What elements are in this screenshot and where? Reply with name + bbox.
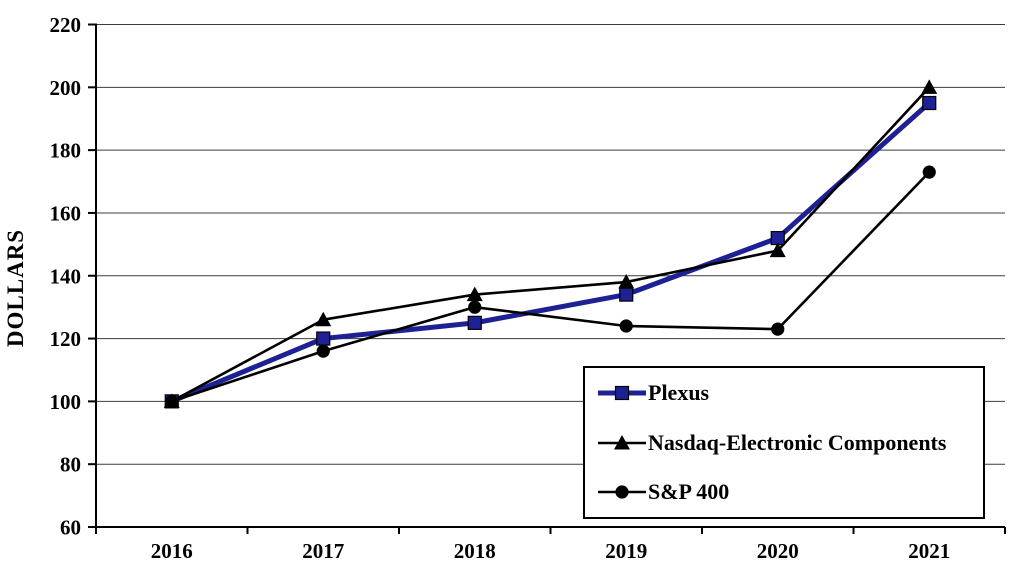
x-tick-label: 2021 (908, 539, 950, 563)
marker-circle (922, 165, 936, 179)
y-axis-title: DOLLARS (3, 229, 28, 347)
legend-marker-sample (614, 385, 630, 400)
series-line-square (170, 101, 931, 404)
legend-label-plexus: Plexus (648, 379, 710, 405)
y-tick-label: 120 (50, 327, 82, 351)
legend-square-marker-icon (598, 385, 646, 400)
marker-circle (771, 322, 785, 336)
x-tick-label: 2017 (302, 539, 344, 563)
legend-marker-sample (614, 434, 630, 449)
x-tick-label: 2016 (151, 539, 193, 563)
legend-item-sp400: S&P 400 (598, 467, 983, 517)
y-tick-label: 180 (50, 139, 82, 163)
legend-circle-marker-icon (598, 485, 646, 499)
marker-circle (316, 344, 330, 358)
x-tick-label: 2019 (605, 539, 647, 563)
marker-triangle (466, 286, 483, 302)
marker-square (922, 95, 937, 111)
marker-square (619, 287, 634, 302)
y-tick-label: 160 (50, 201, 82, 225)
legend-triangle-marker-icon (598, 434, 646, 449)
marker-circle (619, 319, 633, 333)
legend: Plexus Nasdaq-Electronic Components S&P … (583, 366, 985, 519)
marker-triangle (315, 311, 332, 327)
legend-item-nasdaq-electronic-components: Nasdaq-Electronic Components (598, 418, 983, 468)
marker-square (467, 315, 482, 330)
legend-label-sp400: S&P 400 (648, 479, 730, 505)
y-tick-label: 60 (60, 516, 81, 540)
marker-triangle (769, 242, 786, 258)
marker-circle (468, 300, 482, 314)
marker-square (316, 331, 331, 346)
series-line-triangle (171, 86, 931, 403)
marker-square (770, 230, 785, 246)
x-tick-label: 2020 (757, 539, 799, 563)
legend-item-plexus: Plexus (598, 368, 983, 418)
x-tick-label: 2018 (454, 539, 496, 563)
marker-circle (165, 394, 179, 408)
y-tick-label: 100 (50, 390, 82, 414)
marker-triangle (618, 274, 635, 289)
y-tick-label: 140 (50, 264, 82, 288)
marker-triangle (921, 79, 938, 94)
y-tick-label: 220 (50, 13, 82, 37)
legend-marker-sample (615, 485, 629, 499)
y-tick-label: 80 (60, 453, 81, 477)
y-tick-label: 200 (50, 76, 82, 100)
legend-label-nasdaq-electronic-components: Nasdaq-Electronic Components (648, 429, 947, 455)
series-line-circle (171, 171, 931, 403)
